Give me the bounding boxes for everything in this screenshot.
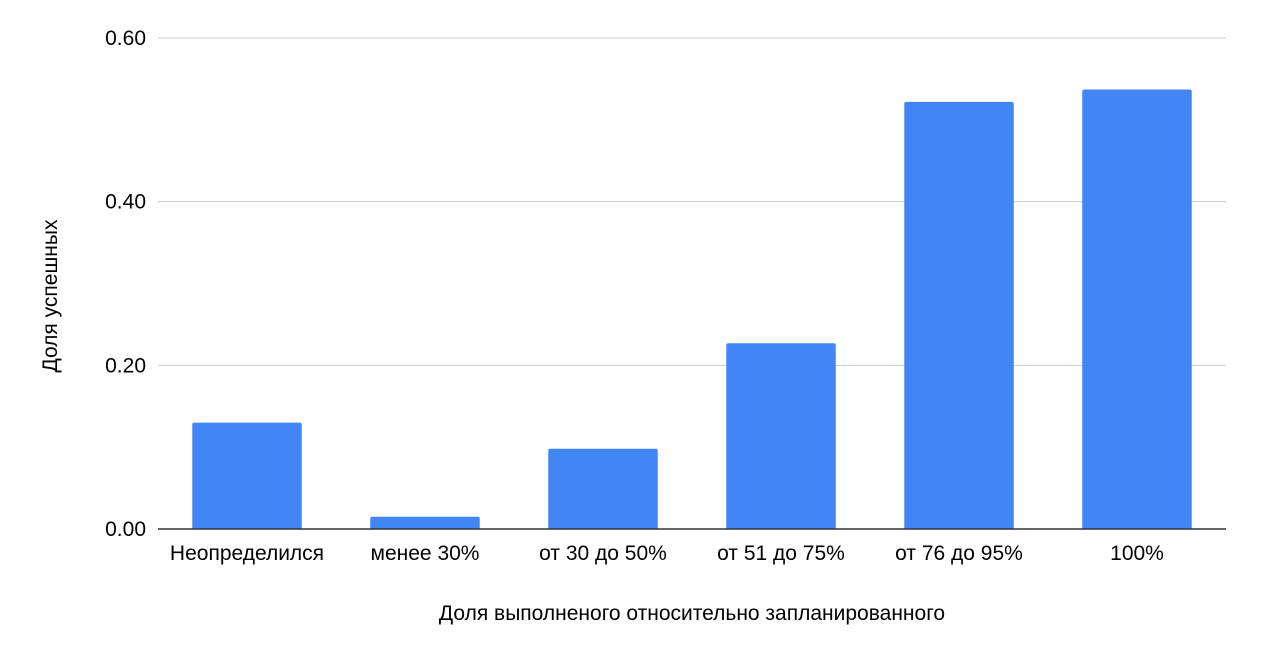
x-tick-label: менее 30% <box>371 542 480 565</box>
bar <box>370 516 480 529</box>
x-tick-label: 100% <box>1110 542 1164 565</box>
x-tick-label: от 51 до 75% <box>717 542 845 565</box>
y-tick-label: 0.40 <box>105 191 146 214</box>
x-tick-label: Неопределился <box>170 542 324 565</box>
y-axis-title: Доля успешных <box>39 219 62 372</box>
y-tick-label: 0.00 <box>105 518 146 541</box>
bars <box>192 89 1192 530</box>
bar <box>192 422 302 529</box>
y-tick-label: 0.20 <box>105 354 146 377</box>
x-tick-label: от 30 до 50% <box>539 542 667 565</box>
x-tick-label: от 76 до 95% <box>895 542 1023 565</box>
bar <box>548 448 658 529</box>
bar <box>726 343 836 529</box>
x-tick-labels: Неопределился менее 30% от 30 до 50% от 51 … <box>170 542 1164 565</box>
y-tick-label: 0.60 <box>105 27 146 50</box>
x-axis-title: Доля выполненого относительно запланиров… <box>439 602 945 625</box>
gridlines <box>158 37 1226 366</box>
bar <box>904 101 1014 529</box>
bar <box>1082 89 1192 530</box>
y-tick-labels: 0.00 0.20 0.40 0.60 <box>105 27 146 541</box>
